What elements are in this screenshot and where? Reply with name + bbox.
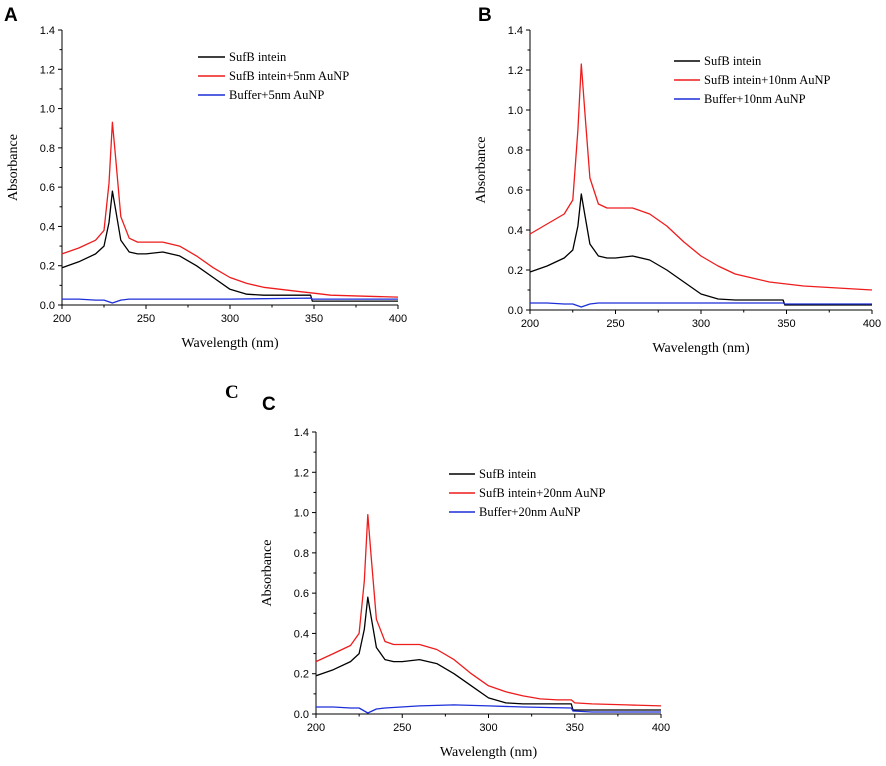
x-axis-title: Wavelength (nm) [181,336,279,351]
x-tick-label: 300 [221,313,239,325]
panel-c: C 200 250 300 350 400 0.0 0.2 0.4 0.6 0.8 1.0 1.2 1.4… [260,394,670,760]
panel-letter: C [262,394,276,415]
x-tick-label: 400 [389,313,407,325]
extra-panel-label: C [225,382,239,403]
y-tick-label: 1.4 [294,427,309,439]
panel-a: A 200 250 300 350 400 0.0 0.2 0.4 0.6 0.8 1.0 1.2 1.4… [4,5,407,351]
series-line-red [529,63,873,291]
series-line-black [315,596,661,711]
y-tick-label: 0.2 [294,669,309,681]
x-tick-label: 350 [305,313,323,325]
y-tick-label: 1.4 [508,25,523,37]
legend-label: Buffer+20nm AuNP [479,505,581,519]
x-tick-label: 200 [521,318,539,330]
y-tick-label: 0.6 [294,588,309,600]
series-line-blue [316,704,661,714]
panel-letter: B [478,5,492,26]
x-tick-label: 400 [863,318,881,330]
y-tick-label: 1.2 [508,65,523,77]
x-tick-label: 250 [606,318,624,330]
y-tick-label: 0.2 [508,265,523,277]
y-tick-label: 1.0 [294,508,309,520]
y-tick-label: 0.4 [294,628,309,640]
y-tick-label: 0.4 [508,225,523,237]
legend-label: Buffer+5nm AuNP [229,88,324,102]
legend-label: SufB intein [229,50,287,64]
series-line-red [315,513,662,707]
y-tick-label: 1.0 [40,104,55,116]
series-line-blue [62,297,398,304]
y-tick-label: 1.0 [508,105,523,117]
x-tick-label: 250 [137,313,155,325]
y-tick-label: 0.8 [294,548,309,560]
x-tick-label: 250 [393,722,411,734]
y-axis-title: Absorbance [260,540,275,607]
legend-label: SufB intein+20nm AuNP [479,486,606,500]
panel-letter: A [4,5,18,26]
y-tick-label: 0.0 [294,709,309,721]
y-tick-label: 0.0 [508,305,523,317]
y-tick-label: 0.0 [40,300,55,312]
x-tick-label: 300 [479,722,497,734]
y-tick-label: 0.6 [40,182,55,194]
y-axis-title: Absorbance [6,134,21,201]
x-tick-label: 200 [53,313,71,325]
series-line-black [61,190,398,302]
y-tick-label: 0.4 [40,221,55,233]
x-axis-title: Wavelength (nm) [652,341,750,356]
panel-b: B 200 250 300 350 400 0.0 0.2 0.4 0.6 0.8 1.0 1.2 1.4… [474,5,881,356]
y-tick-label: 0.2 [40,261,55,273]
legend-label: Buffer+10nm AuNP [704,92,806,106]
y-tick-label: 1.4 [40,25,55,37]
legend-label: SufB intein [479,467,537,481]
x-tick-label: 200 [307,722,325,734]
legend-label: SufB intein+10nm AuNP [704,73,831,87]
series-line-blue [530,302,872,308]
legend-label: SufB intein+5nm AuNP [229,69,349,83]
x-tick-label: 300 [692,318,710,330]
series-line-black [529,193,872,306]
x-axis-title: Wavelength (nm) [440,745,538,760]
y-tick-label: 0.8 [40,143,55,155]
y-tick-label: 0.6 [508,185,523,197]
y-axis-title: Absorbance [474,137,489,204]
x-tick-label: 350 [777,318,795,330]
legend-label: SufB intein [704,54,762,68]
y-tick-label: 1.2 [40,64,55,76]
x-tick-label: 400 [652,722,670,734]
x-tick-label: 350 [566,722,584,734]
series-line-red [61,121,399,298]
y-tick-label: 0.8 [508,145,523,157]
y-tick-label: 1.2 [294,467,309,479]
